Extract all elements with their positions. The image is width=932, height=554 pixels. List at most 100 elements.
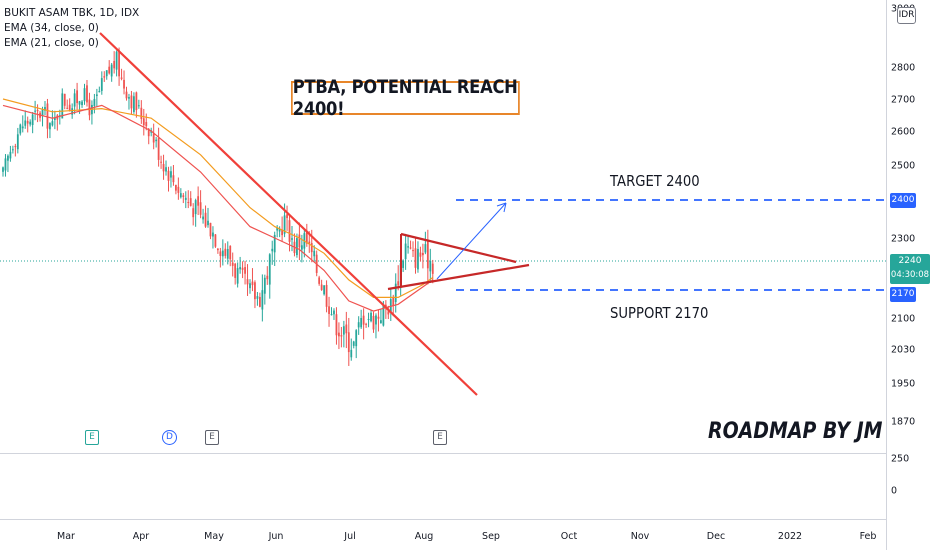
candle-body bbox=[377, 316, 380, 319]
candle-body bbox=[61, 93, 64, 119]
candle-body bbox=[224, 248, 227, 256]
projection-arrow bbox=[436, 202, 507, 280]
price-tick-label: 1950 bbox=[891, 379, 915, 390]
candle-body bbox=[21, 126, 24, 129]
candle-body bbox=[318, 277, 321, 284]
candle-body bbox=[362, 315, 365, 325]
time-tick-label: Aug bbox=[415, 531, 434, 542]
target-label[interactable]: TARGET 2400 bbox=[610, 172, 700, 190]
candle-body bbox=[16, 134, 19, 150]
candle-body bbox=[110, 64, 113, 77]
candle-body bbox=[414, 248, 417, 268]
triangle-lower-line bbox=[387, 263, 530, 291]
candle-body bbox=[355, 330, 358, 347]
candle-body bbox=[357, 322, 360, 328]
candle-body bbox=[394, 283, 397, 303]
candle-body bbox=[9, 151, 12, 159]
candle-body bbox=[251, 281, 254, 286]
candle-body bbox=[380, 320, 382, 324]
signature-annotation[interactable]: ROADMAP BY JM bbox=[708, 419, 883, 444]
candle-body bbox=[241, 267, 244, 270]
ema34-legend[interactable]: EMA (34, close, 0) bbox=[4, 22, 99, 34]
candle-body bbox=[256, 296, 259, 299]
time-tick-label: Jun bbox=[268, 531, 284, 542]
candle-body bbox=[68, 104, 71, 112]
candle-body bbox=[76, 90, 78, 104]
candle-body bbox=[345, 324, 348, 334]
candle-body bbox=[120, 77, 123, 79]
target-price-tag: 2400 bbox=[890, 193, 916, 208]
dividend-marker[interactable]: D bbox=[162, 430, 177, 445]
candle-body bbox=[330, 314, 333, 316]
support-label[interactable]: SUPPORT 2170 bbox=[610, 304, 709, 322]
candle-body bbox=[296, 238, 298, 256]
candle-body bbox=[429, 260, 432, 272]
bar-countdown: 04:30:08 bbox=[890, 270, 930, 280]
time-tick-label: Feb bbox=[860, 531, 877, 542]
candle-body bbox=[426, 239, 429, 269]
earnings-marker[interactable]: E bbox=[205, 430, 219, 445]
candle-body bbox=[83, 88, 86, 102]
triangle-upper-line bbox=[400, 232, 517, 264]
time-tick-label: Jul bbox=[343, 531, 355, 542]
candle-body bbox=[197, 196, 200, 206]
candle-body bbox=[192, 208, 195, 218]
price-tick-label: 2100 bbox=[891, 314, 915, 325]
candle-body bbox=[229, 245, 232, 260]
candle-body bbox=[291, 238, 293, 240]
candle-body bbox=[342, 326, 345, 335]
candle-body bbox=[189, 198, 192, 206]
ema34-line bbox=[2, 98, 434, 298]
candle-body bbox=[135, 92, 138, 111]
ema21-legend[interactable]: EMA (21, close, 0) bbox=[4, 37, 99, 49]
candle-body bbox=[160, 161, 162, 163]
candle-body bbox=[333, 310, 335, 315]
candle-body bbox=[123, 79, 125, 89]
candle-body bbox=[177, 186, 180, 193]
candle-body bbox=[266, 275, 269, 280]
price-tick-label: 2300 bbox=[891, 234, 915, 245]
candle-body bbox=[14, 146, 17, 148]
candle-body bbox=[310, 243, 313, 253]
candle-body bbox=[219, 251, 222, 256]
candle-body bbox=[338, 332, 340, 337]
candle-body bbox=[128, 97, 130, 99]
candle-body bbox=[142, 118, 145, 126]
candle-body bbox=[370, 312, 372, 322]
candle-body bbox=[41, 109, 44, 117]
candle-body bbox=[221, 250, 224, 257]
trend-drawings bbox=[99, 32, 886, 396]
candle-body bbox=[313, 250, 316, 257]
candle-body bbox=[202, 216, 204, 220]
headline-annotation[interactable]: PTBA, POTENTIAL REACH 2400! bbox=[291, 76, 520, 120]
candle-body bbox=[147, 128, 150, 137]
candle-body bbox=[300, 245, 303, 250]
candle-body bbox=[340, 335, 343, 337]
candle-body bbox=[375, 315, 377, 325]
candle-body bbox=[157, 138, 160, 160]
earnings-marker[interactable]: E bbox=[85, 430, 99, 445]
candle-body bbox=[2, 167, 4, 172]
candle-body bbox=[226, 248, 229, 259]
candle-body bbox=[412, 250, 414, 252]
candle-body bbox=[392, 297, 395, 306]
candle-body bbox=[367, 318, 370, 320]
downtrend-line bbox=[99, 32, 478, 396]
time-tick-label: Apr bbox=[133, 531, 150, 542]
candle-body bbox=[278, 229, 281, 232]
earnings-marker[interactable]: E bbox=[433, 430, 447, 445]
time-tick-label: Oct bbox=[561, 531, 578, 542]
candle-body bbox=[276, 227, 279, 231]
candle-body bbox=[350, 349, 353, 358]
candle-body bbox=[325, 284, 328, 307]
currency-badge[interactable]: IDR bbox=[897, 7, 916, 24]
candle-body bbox=[26, 120, 29, 124]
candle-body bbox=[305, 230, 308, 244]
candle-body bbox=[49, 123, 51, 130]
candle-body bbox=[209, 222, 212, 237]
candle-body bbox=[172, 175, 175, 183]
symbol-title[interactable]: BUKIT ASAM TBK, 1D, IDX bbox=[4, 7, 140, 19]
candle-body bbox=[125, 91, 128, 99]
